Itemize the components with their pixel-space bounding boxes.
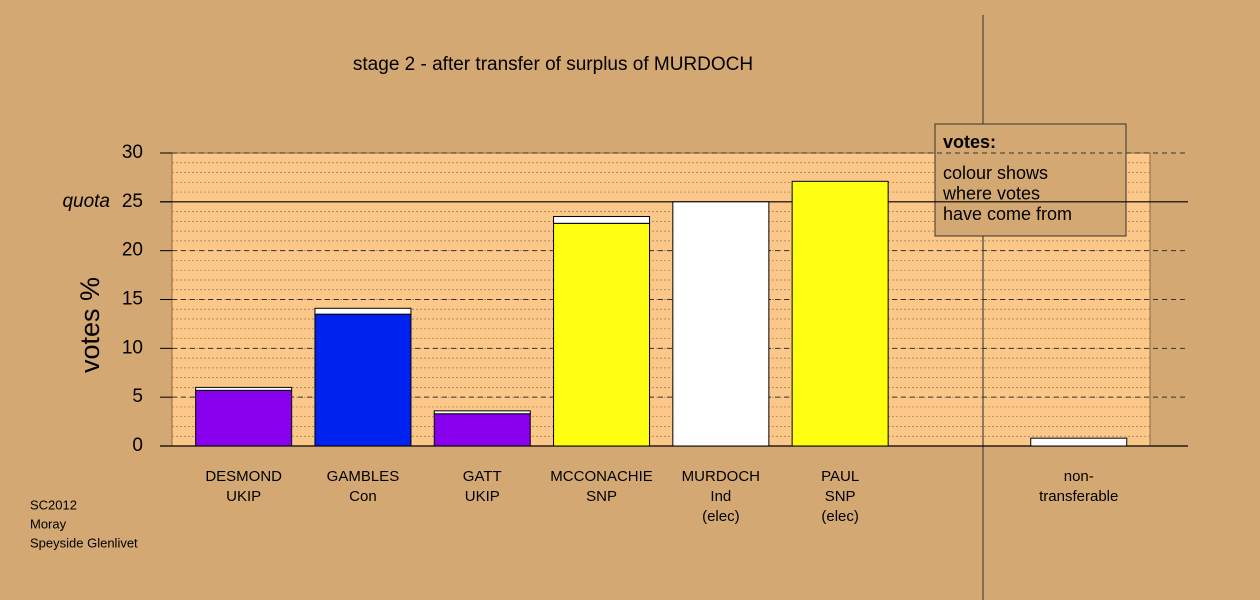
- x-tick-label: Con: [349, 488, 377, 505]
- bar-segment: [433, 410, 531, 415]
- x-tick-label: SNP: [825, 488, 856, 505]
- y-tick-label: 10: [122, 337, 143, 358]
- y-tick-label: 20: [122, 240, 143, 261]
- x-tick-label: MCCONACHIE: [550, 468, 653, 485]
- y-tick-label: 25: [122, 191, 143, 212]
- x-tick-label: GATT: [463, 468, 502, 485]
- bar-segment: [314, 313, 412, 447]
- y-axis-label: votes %: [75, 277, 105, 373]
- bar-segment: [553, 222, 651, 447]
- y-tick-label: 30: [122, 142, 143, 163]
- x-tick-label: UKIP: [465, 488, 500, 505]
- x-tick-label: DESMOND: [205, 468, 282, 485]
- chart-title: stage 2 - after transfer of surplus of M…: [353, 54, 753, 75]
- bar-segment: [433, 413, 531, 447]
- x-tick-label: SNP: [586, 488, 617, 505]
- note: SC2012: [30, 497, 77, 512]
- x-tick-label: Ind: [710, 488, 731, 505]
- legend-text: where votes: [942, 183, 1040, 203]
- legend-text: colour shows: [943, 163, 1048, 183]
- bar-segment: [314, 307, 412, 315]
- bar-segment: [1030, 437, 1128, 447]
- quota-label: quota: [62, 191, 110, 212]
- x-tick-label: PAUL: [821, 468, 859, 485]
- x-tick-label: non-: [1064, 468, 1094, 485]
- bar-segment: [672, 201, 770, 447]
- legend-title: votes:: [943, 132, 996, 152]
- x-tick-label: transferable: [1039, 488, 1118, 505]
- y-tick-label: 5: [132, 386, 143, 407]
- x-tick-label: (elec): [821, 508, 859, 525]
- legend-box: [934, 123, 1127, 237]
- x-tick-label: MURDOCH: [682, 468, 760, 485]
- legend-text: have come from: [943, 204, 1072, 224]
- bar-segment: [791, 180, 889, 447]
- note: Moray: [30, 516, 67, 531]
- bar-segment: [195, 386, 293, 391]
- notes: SC2012 Moray Speyside Glenlivet: [30, 497, 138, 550]
- x-tick-label: (elec): [702, 508, 740, 525]
- note: Speyside Glenlivet: [30, 535, 138, 550]
- bar-segment: [195, 389, 293, 447]
- x-tick-label: UKIP: [226, 488, 261, 505]
- y-tick-label: 0: [132, 435, 143, 456]
- bar-segment: [553, 215, 651, 224]
- y-tick-label: 15: [122, 289, 143, 310]
- x-tick-label: GAMBLES: [327, 468, 400, 485]
